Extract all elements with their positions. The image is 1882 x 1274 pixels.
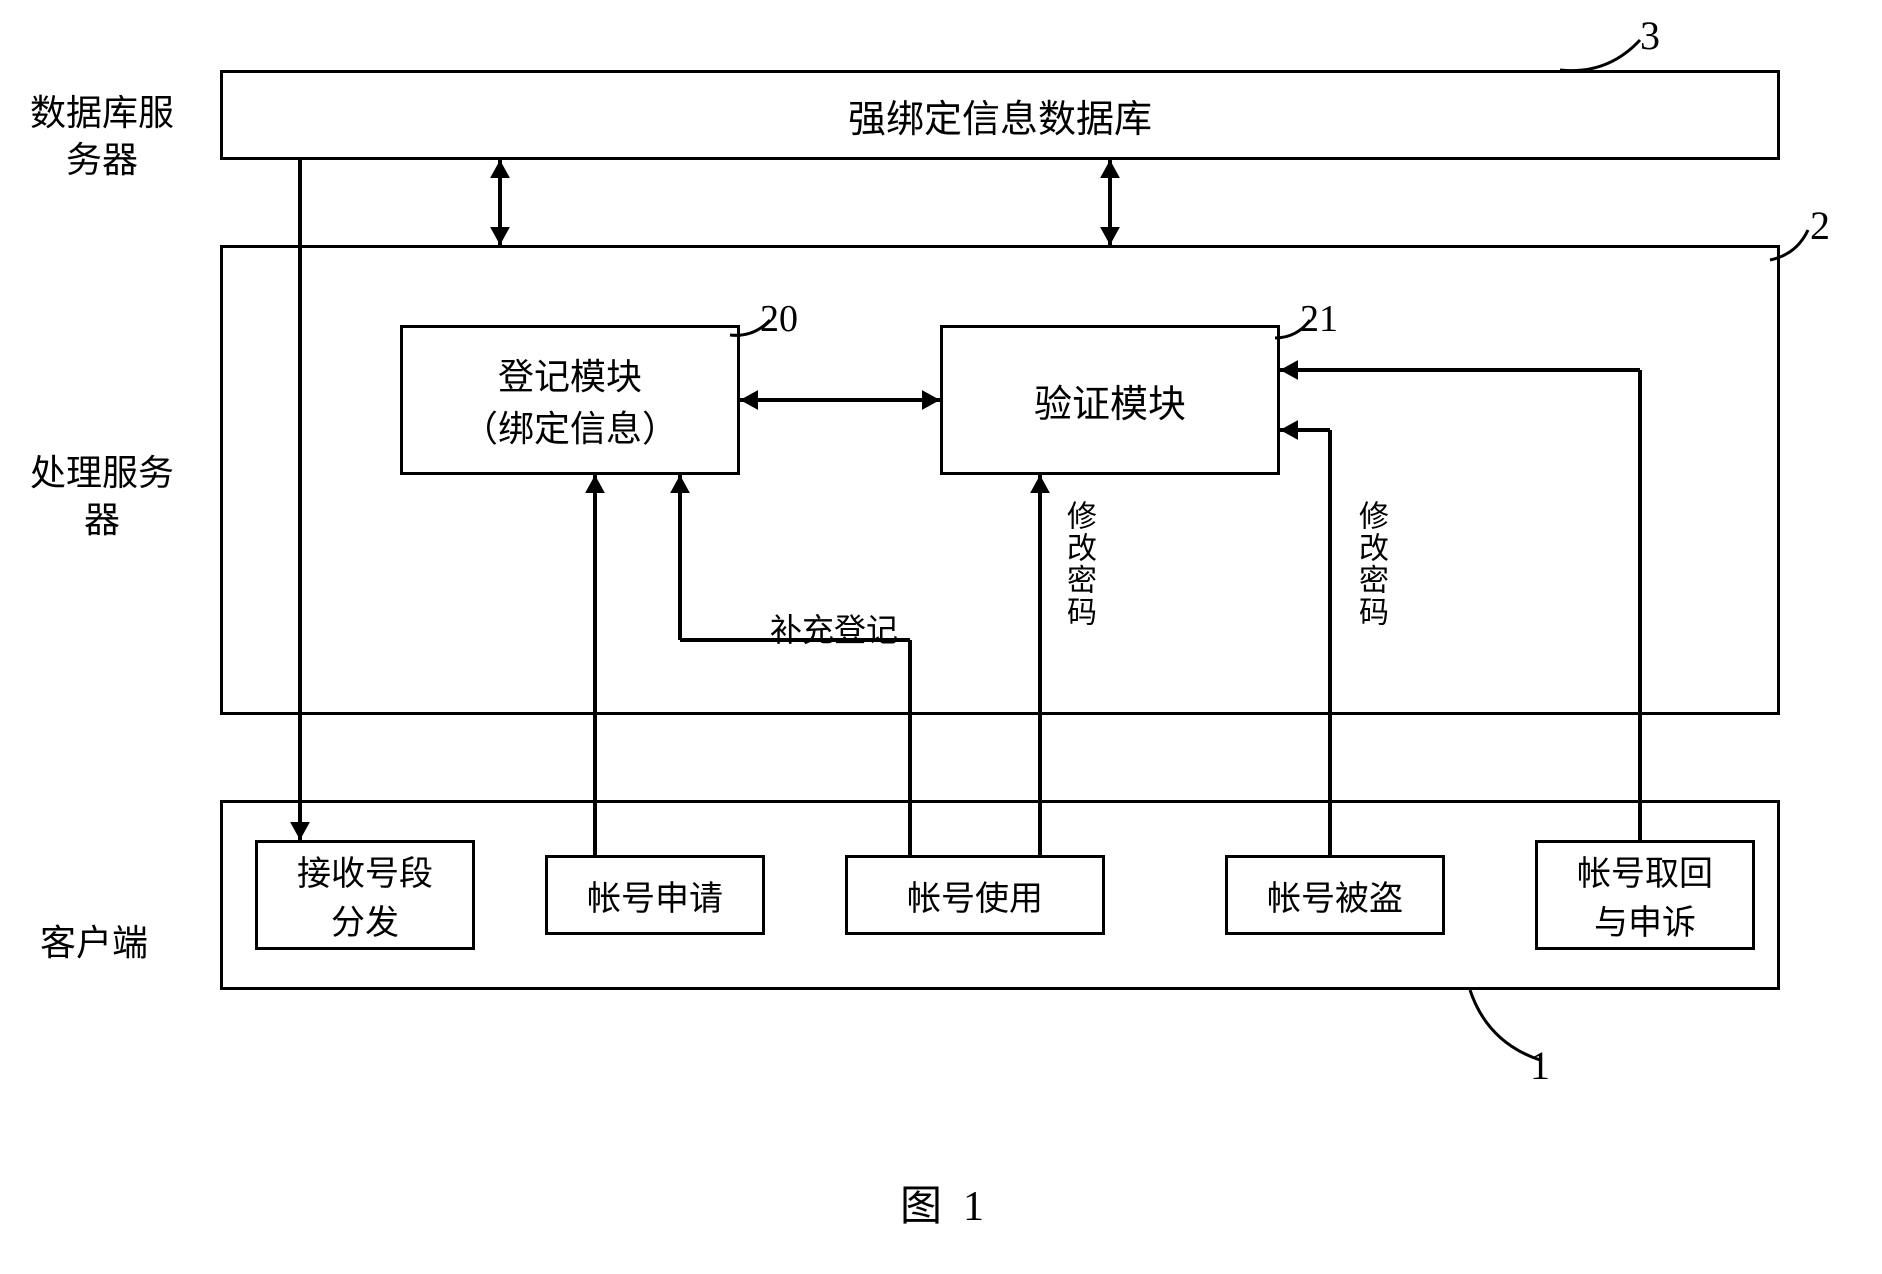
ref-21: 21 [1300, 295, 1338, 344]
ref-3: 3 [1640, 10, 1660, 62]
ref-2: 2 [1810, 200, 1830, 252]
row-label-db: 数据库服 务器 [30, 90, 174, 184]
client-recv: 接收号段 分发 [255, 840, 475, 950]
reg-module: 登记模块 （绑定信息） [400, 325, 740, 475]
client-apply: 帐号申请 [545, 855, 765, 935]
row-label-proc: 处理服务 器 [30, 450, 174, 544]
client-recv-label: 接收号段 分发 [297, 846, 433, 944]
client-use: 帐号使用 [845, 855, 1105, 935]
client-appeal-label: 帐号取回 与申诉 [1577, 846, 1713, 944]
figure-caption: 图 1 [900, 1180, 984, 1235]
client-apply-label: 帐号申请 [587, 871, 723, 920]
db-box-label: 强绑定信息数据库 [848, 88, 1152, 143]
reg-module-label: 登记模块 （绑定信息） [462, 348, 678, 452]
client-stolen-label: 帐号被盗 [1267, 871, 1403, 920]
ref-1: 1 [1530, 1040, 1550, 1092]
ver-module-label: 验证模块 [1034, 373, 1186, 428]
edge-label-supp-reg: 补充登记 [770, 610, 898, 652]
row-label-client: 客户端 [40, 920, 148, 967]
ver-module: 验证模块 [940, 325, 1280, 475]
diagram-canvas: 数据库服 务器 处理服务 器 客户端 强绑定信息数据库 3 2 登记模块 （绑定… [0, 0, 1882, 1274]
client-use-label: 帐号使用 [907, 871, 1043, 920]
edge-label-modpw-2: 修改密码 [1352, 500, 1388, 628]
proc-box [220, 245, 1780, 715]
ref-20: 20 [760, 295, 798, 344]
db-box: 强绑定信息数据库 [220, 70, 1780, 160]
client-appeal: 帐号取回 与申诉 [1535, 840, 1755, 950]
client-stolen: 帐号被盗 [1225, 855, 1445, 935]
edge-label-modpw-1: 修改密码 [1060, 500, 1096, 628]
